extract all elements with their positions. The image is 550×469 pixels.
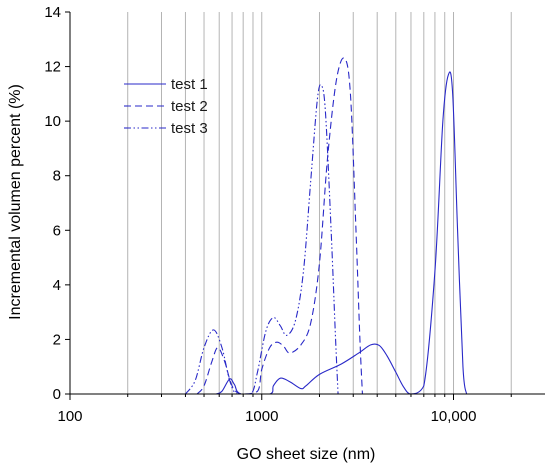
- series-line-3: [185, 84, 339, 395]
- y-tick-label: 4: [53, 277, 61, 294]
- series-line-1: [216, 71, 468, 395]
- y-tick-label: 8: [53, 168, 61, 185]
- y-tick-label: 14: [44, 4, 61, 21]
- legend-label-1: test 1: [171, 76, 208, 93]
- series-lines: [185, 57, 468, 395]
- x-tick-label: 100: [57, 408, 82, 425]
- legend-label-3: test 3: [171, 120, 208, 137]
- legend: test 1 test 2 test 3: [124, 76, 208, 137]
- y-tick-label: 0: [53, 386, 61, 403]
- x-axis-title: GO sheet size (nm): [237, 446, 376, 463]
- y-tick-label: 10: [44, 113, 61, 130]
- legend-label-2: test 2: [171, 98, 208, 115]
- y-tick-label: 6: [53, 222, 61, 239]
- y-tick-label: 12: [44, 59, 61, 76]
- grid-lines: [127, 12, 512, 394]
- y-axis-title: Incremental volumen percent (%): [7, 84, 24, 320]
- x-tick-label: 1000: [245, 408, 278, 425]
- y-tick-label: 2: [53, 331, 61, 348]
- axes: 0 2 4 6 8 10 12 14 100 1000 10,000: [44, 4, 545, 425]
- series-line-2: [196, 57, 363, 395]
- x-tick-label: 10,000: [431, 408, 477, 425]
